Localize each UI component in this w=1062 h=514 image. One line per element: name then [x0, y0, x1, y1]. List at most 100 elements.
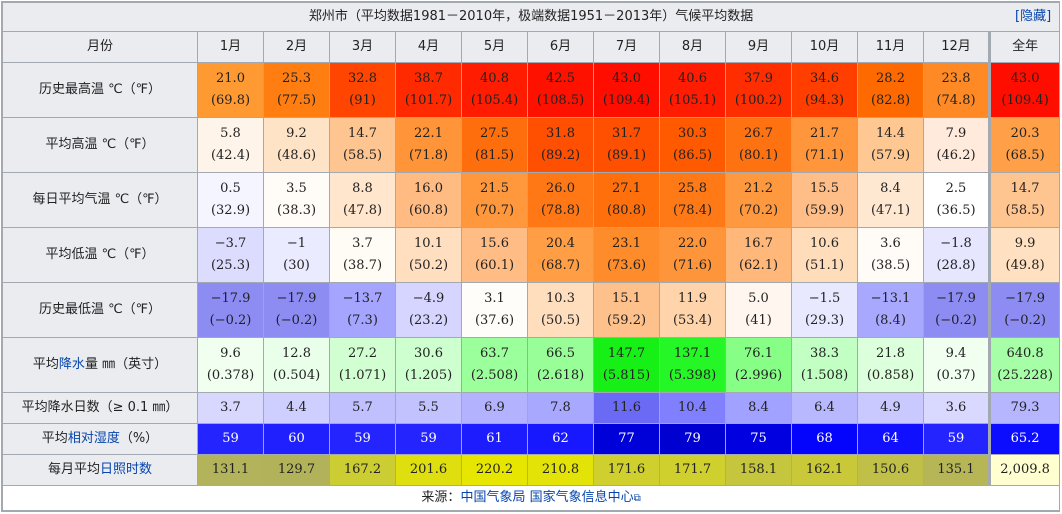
- month-cell: 75: [725, 423, 792, 455]
- cell-fahrenheit: (32.9): [210, 203, 251, 218]
- cell-fahrenheit: (−0.2): [275, 313, 318, 328]
- cell-value: 9.9: [1014, 236, 1036, 251]
- month-cell: 3.7 (38.7): [329, 227, 396, 283]
- cell-fahrenheit: (80.1): [738, 148, 779, 163]
- month-cell: 22.1 (71.8): [395, 117, 462, 173]
- cell-value: 9.2: [286, 126, 307, 141]
- table-row: 平均相对湿度（%） 59 60 59 59 61 62 77 79 75 68 64 59 65.2: [2, 423, 1061, 455]
- cell-value: 59: [354, 431, 371, 446]
- cell-value: 131.1: [211, 462, 250, 477]
- table-row: 平均降水量 ㎜（英寸） 9.6 (0.378) 12.8 (0.504) 27.2 (1.0…: [2, 337, 1061, 393]
- month-cell: 79: [659, 423, 726, 455]
- month-cell: 28.2 (82.8): [857, 62, 924, 118]
- cell-value: 5.5: [418, 400, 439, 415]
- cell-value: 14.4: [876, 126, 905, 141]
- cell-value: 26.7: [744, 126, 773, 141]
- cell-value: 31.8: [546, 126, 575, 141]
- month-cell: −13.7 (7.3): [329, 282, 396, 338]
- cell-value: 10.3: [546, 291, 575, 306]
- row-label-link[interactable]: 相对湿度: [67, 431, 120, 446]
- cell-value: 23.1: [612, 236, 641, 251]
- cell-value: 150.6: [871, 462, 910, 477]
- cell-fahrenheit: (74.8): [936, 93, 976, 108]
- cell-value: 30.6: [414, 346, 443, 361]
- source-link-cma[interactable]: 中国气象局: [460, 489, 526, 505]
- cell-value: 8.4: [748, 400, 769, 415]
- row-label-link[interactable]: 降水: [58, 357, 85, 372]
- month-cell: 61: [461, 423, 528, 455]
- cell-fahrenheit: (37.6): [474, 313, 515, 328]
- month-cell: 25.8 (78.4): [659, 172, 726, 228]
- row-label: 历史最低温 ℃（℉）: [2, 282, 198, 338]
- table-row: 历史最高温 ℃（℉） 21.0 (69.8) 25.3 (77.5) 32.8 (91) 38…: [2, 62, 1061, 118]
- cell-value: 25.3: [282, 71, 311, 86]
- year-cell: 640.8 (25.228): [987, 337, 1061, 393]
- month-cell: 5.5: [395, 392, 462, 424]
- cell-fahrenheit: (−0.2): [1004, 313, 1046, 328]
- header-month: 2月: [263, 31, 330, 63]
- header-year: 全年: [987, 31, 1061, 63]
- cell-fahrenheit: (2.508): [470, 368, 519, 383]
- month-cell: 8.8 (47.8): [329, 172, 396, 228]
- cell-value: 27.2: [348, 346, 377, 361]
- month-cell: 26.7 (80.1): [725, 117, 792, 173]
- month-cell: 171.7: [659, 454, 726, 486]
- month-cell: −1.5 (29.3): [791, 282, 858, 338]
- header-month: 9月: [725, 31, 792, 63]
- cell-value: 63.7: [480, 346, 509, 361]
- row-label-link[interactable]: 日照时数: [100, 462, 153, 477]
- month-cell: 16.7 (62.1): [725, 227, 792, 283]
- month-cell: 37.9 (100.2): [725, 62, 792, 118]
- cell-value: 77: [618, 431, 635, 446]
- cell-fahrenheit: (50.2): [408, 258, 449, 273]
- source-cell: 来源：中国气象局 国家气象信息中心⧉: [1, 485, 1061, 511]
- cell-value: 21.5: [480, 181, 509, 196]
- cell-value: 162.1: [805, 462, 844, 477]
- cell-value: 27.5: [480, 126, 509, 141]
- cell-fahrenheit: (28.8): [936, 258, 976, 273]
- row-label: 平均高温 ℃（℉）: [2, 117, 198, 173]
- month-cell: 21.5 (70.7): [461, 172, 528, 228]
- cell-value: 14.7: [1010, 181, 1040, 196]
- month-cell: 27.2 (1.071): [329, 337, 396, 393]
- cell-fahrenheit: (0.378): [206, 368, 255, 383]
- month-cell: 21.7 (71.1): [791, 117, 858, 173]
- cell-value: 43.0: [612, 71, 641, 86]
- month-cell: 8.4: [725, 392, 792, 424]
- cell-fahrenheit: (70.7): [474, 203, 515, 218]
- cell-fahrenheit: (94.3): [804, 93, 845, 108]
- cell-value: 79: [684, 431, 701, 446]
- cell-value: 137.1: [673, 346, 712, 361]
- cell-value: 0.5: [220, 181, 241, 196]
- cell-fahrenheit: (59.2): [606, 313, 647, 328]
- month-cell: 162.1: [791, 454, 858, 486]
- cell-value: 167.2: [343, 462, 382, 477]
- month-cell: 147.7 (5.815): [593, 337, 660, 393]
- cell-fahrenheit: (80.8): [606, 203, 647, 218]
- hide-link[interactable]: [隐藏]: [1015, 9, 1052, 24]
- cell-value: 10.1: [414, 236, 443, 251]
- month-cell: 27.5 (81.5): [461, 117, 528, 173]
- cell-fahrenheit: (2.618): [536, 368, 585, 383]
- cell-value: 32.8: [348, 71, 377, 86]
- month-cell: 68: [791, 423, 858, 455]
- cell-value: 16.0: [414, 181, 443, 196]
- table-row: 每日平均气温 ℃（℉） 0.5 (32.9) 3.5 (38.3) 8.8 (47.8) 16…: [2, 172, 1061, 228]
- month-cell: 0.5 (32.9): [197, 172, 264, 228]
- cell-value: 640.8: [1006, 346, 1044, 361]
- cell-value: 4.9: [880, 400, 901, 415]
- source-row: 来源：中国气象局 国家气象信息中心⧉: [1, 485, 1061, 511]
- cell-fahrenheit: (1.071): [338, 368, 387, 383]
- month-cell: 3.6: [923, 392, 990, 424]
- header-month: 7月: [593, 31, 660, 63]
- cell-value: 60: [288, 431, 305, 446]
- cell-value: 38.7: [414, 71, 443, 86]
- month-cell: 10.1 (50.2): [395, 227, 462, 283]
- cell-value: 59: [947, 431, 965, 446]
- header-month: 11月: [857, 31, 924, 63]
- cell-value: −4.9: [412, 291, 445, 306]
- row-label-text: 平均: [32, 357, 59, 372]
- cell-fahrenheit: (109.4): [1001, 93, 1049, 108]
- cell-value: 5.7: [352, 400, 373, 415]
- source-link-nmic[interactable]: 国家气象信息中心: [529, 489, 634, 505]
